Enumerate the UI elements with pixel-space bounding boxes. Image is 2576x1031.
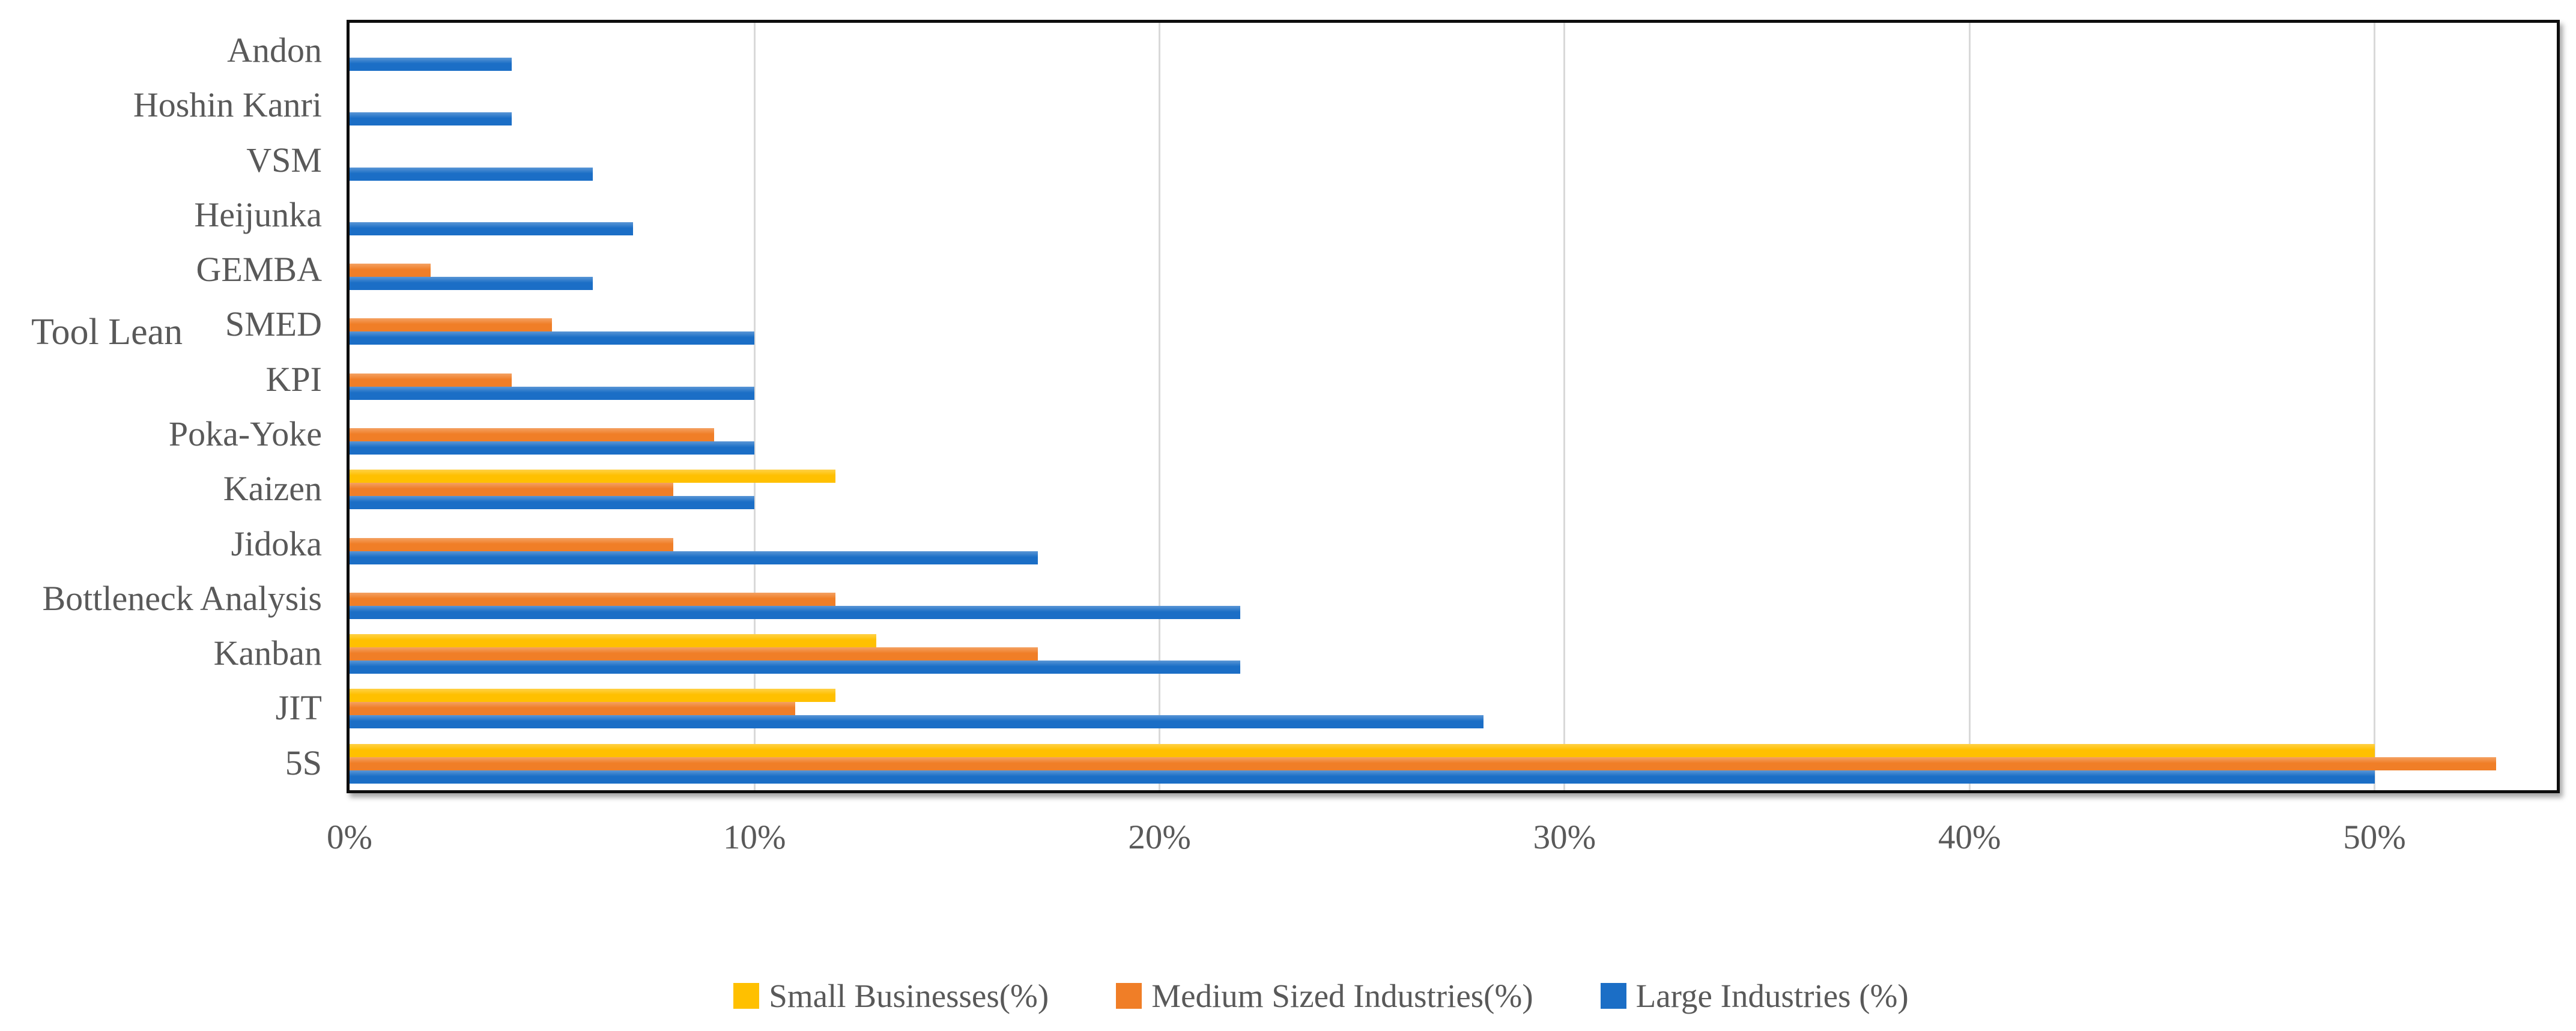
bar-medium-sized-industries-smed bbox=[350, 318, 553, 332]
category-label: VSM bbox=[246, 140, 322, 180]
legend-label: Medium Sized Industries(%) bbox=[1151, 977, 1533, 1014]
x-tick-label: 50% bbox=[2343, 818, 2406, 856]
legend-swatch-icon bbox=[1116, 982, 1142, 1009]
legend-item: Small Businesses(%) bbox=[733, 977, 1049, 1015]
category-label: Bottleneck Analysis bbox=[42, 578, 322, 618]
legend-label: Small Businesses(%) bbox=[769, 977, 1049, 1014]
bar-small-businesses-kanban bbox=[350, 634, 876, 648]
bar-large-industries-andon bbox=[350, 58, 512, 71]
bar-large-industries-bottleneck-analysis bbox=[350, 605, 1241, 619]
x-tick-label: 40% bbox=[1938, 818, 2001, 856]
gridline bbox=[1968, 23, 1971, 790]
x-tick-label: 20% bbox=[1128, 818, 1191, 856]
bar-large-industries-vsm bbox=[350, 167, 593, 181]
category-label: Hoshin Kanri bbox=[133, 85, 322, 125]
category-label: Kanban bbox=[213, 633, 322, 673]
bar-large-industries-jit bbox=[350, 715, 1484, 729]
bar-medium-sized-industries-jidoka bbox=[350, 537, 674, 551]
bar-small-businesses-jit bbox=[350, 689, 836, 703]
x-tick-label: 0% bbox=[327, 818, 372, 856]
legend-item: Medium Sized Industries(%) bbox=[1116, 977, 1533, 1015]
gridline bbox=[2374, 23, 2376, 790]
category-label: Heijunka bbox=[194, 195, 322, 234]
bar-medium-sized-industries-5s bbox=[350, 757, 2496, 770]
category-label: GEMBA bbox=[196, 250, 322, 289]
bar-large-industries-poka-yoke bbox=[350, 441, 755, 455]
bar-large-industries-5s bbox=[350, 770, 2375, 784]
category-label: Andon bbox=[227, 31, 322, 70]
bar-medium-sized-industries-kanban bbox=[350, 647, 1038, 661]
bar-large-industries-smed bbox=[350, 331, 755, 345]
category-label: Kaizen bbox=[223, 469, 322, 509]
legend: Small Businesses(%) Medium Sized Industri… bbox=[33, 966, 2576, 1026]
bar-medium-sized-industries-jit bbox=[350, 702, 795, 716]
plot-area bbox=[347, 20, 2560, 793]
bar-large-industries-jidoka bbox=[350, 551, 1038, 564]
bar-large-industries-kaizen bbox=[350, 496, 755, 510]
bar-medium-sized-industries-kpi bbox=[350, 373, 512, 387]
legend-swatch-icon bbox=[1600, 982, 1626, 1009]
category-label: 5S bbox=[285, 743, 322, 782]
bar-medium-sized-industries-poka-yoke bbox=[350, 428, 714, 441]
legend-label: Large Industries (%) bbox=[1635, 977, 1909, 1014]
bar-large-industries-heijunka bbox=[350, 222, 634, 235]
x-tick-label: 30% bbox=[1533, 818, 1596, 856]
y-axis-title: Tool Lean bbox=[31, 312, 183, 352]
bar-large-industries-hoshin-kanri bbox=[350, 112, 512, 126]
bar-medium-sized-industries-kaizen bbox=[350, 483, 674, 497]
legend-item: Large Industries (%) bbox=[1600, 977, 1909, 1015]
bar-medium-sized-industries-gemba bbox=[350, 264, 431, 277]
bar-small-businesses-5s bbox=[350, 743, 2375, 757]
x-tick-label: 10% bbox=[723, 818, 786, 856]
bar-large-industries-gemba bbox=[350, 277, 593, 291]
category-label: JIT bbox=[275, 688, 322, 728]
bar-large-industries-kanban bbox=[350, 661, 1241, 674]
category-label: Jidoka bbox=[231, 524, 322, 563]
category-label: KPI bbox=[265, 359, 322, 399]
bar-large-industries-kpi bbox=[350, 386, 755, 400]
category-label: Poka-Yoke bbox=[168, 414, 322, 453]
bar-medium-sized-industries-bottleneck-analysis bbox=[350, 592, 836, 606]
gridline bbox=[1159, 23, 1161, 790]
bar-small-businesses-kaizen bbox=[350, 470, 836, 483]
gridline bbox=[753, 23, 756, 790]
legend-swatch-icon bbox=[733, 982, 760, 1009]
gridline bbox=[1563, 23, 1566, 790]
category-label: SMED bbox=[225, 304, 322, 344]
